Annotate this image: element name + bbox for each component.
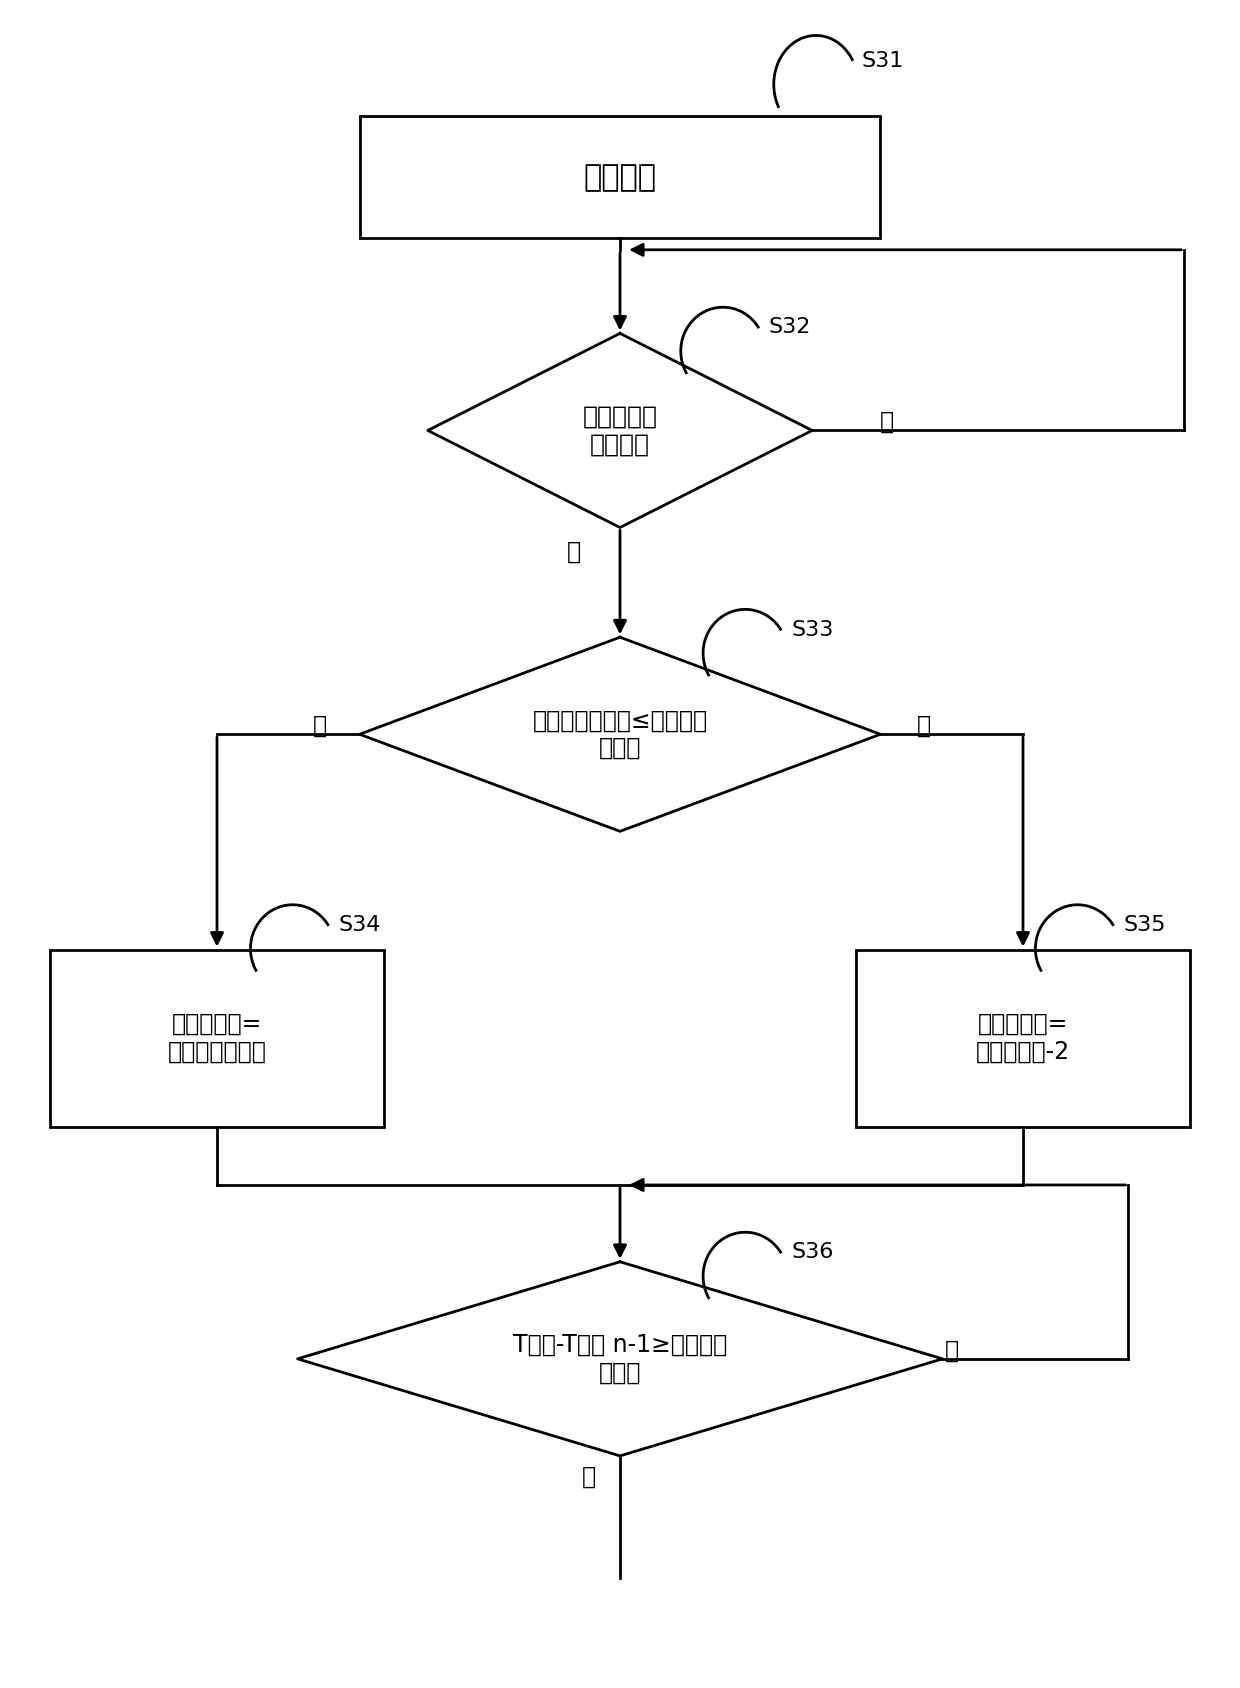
Text: 是: 是 [582, 1465, 596, 1489]
Bar [856, 949, 1190, 1128]
Text: S36: S36 [791, 1242, 833, 1263]
Text: S35: S35 [1123, 915, 1166, 935]
Text: 内盘预设值=
内盘预设最小值: 内盘预设值= 内盘预设最小值 [167, 1013, 267, 1063]
Polygon shape [298, 1261, 942, 1455]
Text: 是: 是 [312, 714, 327, 738]
Text: T内盘-T内盘 n-1≥内盘上升
预设值: T内盘-T内盘 n-1≥内盘上升 预设值 [513, 1334, 727, 1384]
Bar [360, 116, 880, 238]
Text: S31: S31 [862, 51, 904, 71]
Text: S32: S32 [769, 317, 811, 338]
Text: 制热开机: 制热开机 [584, 162, 656, 192]
Text: 当前内盘预设值≤内盘预设
最小值: 当前内盘预设值≤内盘预设 最小值 [532, 709, 708, 760]
Text: 否: 否 [879, 410, 894, 434]
Text: S34: S34 [339, 915, 381, 935]
Text: 否: 否 [916, 714, 931, 738]
Polygon shape [360, 636, 880, 830]
Text: 压缩机是否
过载跳机: 压缩机是否 过载跳机 [583, 405, 657, 456]
Text: 是: 是 [567, 540, 582, 564]
Text: 否: 否 [945, 1339, 960, 1362]
Text: 内盘预设值=
内盘预设值-2: 内盘预设值= 内盘预设值-2 [976, 1013, 1070, 1063]
Bar [50, 949, 384, 1128]
Polygon shape [428, 334, 812, 527]
Text: S33: S33 [791, 619, 833, 640]
